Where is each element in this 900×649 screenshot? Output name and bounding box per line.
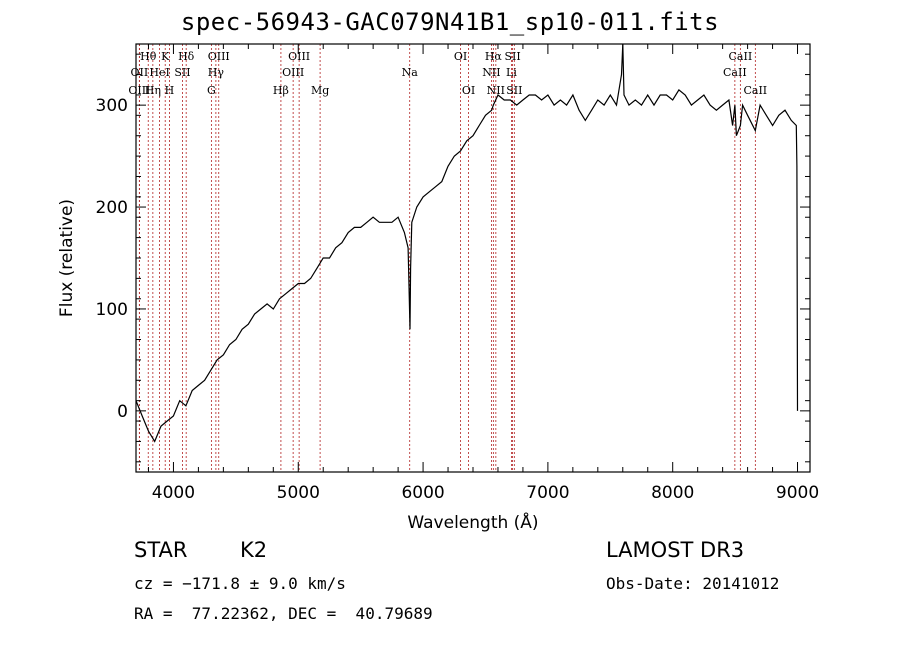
- y-tick-label: 100: [96, 300, 128, 320]
- spectral-line-label: K: [161, 50, 170, 63]
- spectral-line-label: HeI: [149, 66, 169, 79]
- spectrum-series-line: [135, 43, 799, 443]
- y-axis-label: Flux (relative): [57, 199, 77, 317]
- spectral-line-label: Mg: [311, 84, 329, 97]
- plot-frame: [135, 43, 811, 473]
- spectral-line-label: OIII: [288, 50, 310, 63]
- spectral-line-label: SII: [174, 66, 190, 79]
- x-tick-label: 5000: [277, 483, 320, 503]
- spectral-line-label: SII: [506, 84, 522, 97]
- spectral-line-label: Hβ: [273, 84, 289, 97]
- spectral-line-label: NII: [482, 66, 500, 79]
- spectral-line-label: OIII: [128, 84, 150, 97]
- survey-name: LAMOST DR3: [606, 538, 745, 562]
- spectral-line-label: CaII: [723, 66, 747, 79]
- y-axis-ticks: 0 100 200 300: [96, 53, 810, 463]
- spectral-line-label: H: [165, 84, 175, 97]
- x-tick-label: 9000: [776, 483, 819, 503]
- spectral-line-label: Na: [402, 66, 419, 79]
- spectral-line-label: OII: [131, 66, 149, 79]
- spectral-line-label: OIII: [208, 50, 230, 63]
- spectral-line-label: Li: [506, 66, 517, 79]
- spectral-line-label: NII: [487, 84, 505, 97]
- y-tick-label: 300: [96, 96, 128, 116]
- spectral-line-label: Hη: [145, 84, 161, 97]
- spectral-line-label: Hγ: [208, 66, 225, 79]
- x-tick-label: 4000: [152, 483, 195, 503]
- spectral-line-label: OIII: [282, 66, 304, 79]
- redshift-velocity: cz = −171.8 ± 9.0 km/s: [134, 574, 346, 593]
- spectral-line-label: G: [207, 84, 216, 97]
- x-tick-label: 8000: [651, 483, 694, 503]
- spectral-line-label: Hθ: [140, 50, 157, 63]
- sky-coordinates: RA = 77.22362, DEC = 40.79689: [134, 604, 433, 623]
- x-tick-label: 7000: [526, 483, 569, 503]
- y-tick-label: 200: [96, 198, 128, 218]
- spectral-line-label: SII: [504, 50, 520, 63]
- object-class: STAR: [134, 538, 188, 562]
- x-axis-label: Wavelength (Å): [407, 511, 538, 533]
- spectral-line-markers: [138, 44, 756, 472]
- x-tick-label: 6000: [401, 483, 444, 503]
- object-subclass: K2: [240, 538, 268, 562]
- spectral-line-label: CaII: [729, 50, 753, 63]
- spectral-line-label: OI: [462, 84, 475, 97]
- chart-title: spec-56943-GAC079N41B1_sp10-011.fits: [180, 8, 720, 36]
- spectral-line-label: OI: [454, 50, 467, 63]
- spectral-line-label: Hδ: [178, 50, 195, 63]
- observation-date: Obs-Date: 20141012: [606, 574, 780, 593]
- spectral-line-label: Hα: [485, 50, 503, 63]
- x-axis-ticks: 4000 5000 6000 7000 8000 9000: [147, 44, 819, 503]
- y-tick-label: 0: [117, 402, 128, 422]
- spectral-line-label: CaII: [743, 84, 767, 97]
